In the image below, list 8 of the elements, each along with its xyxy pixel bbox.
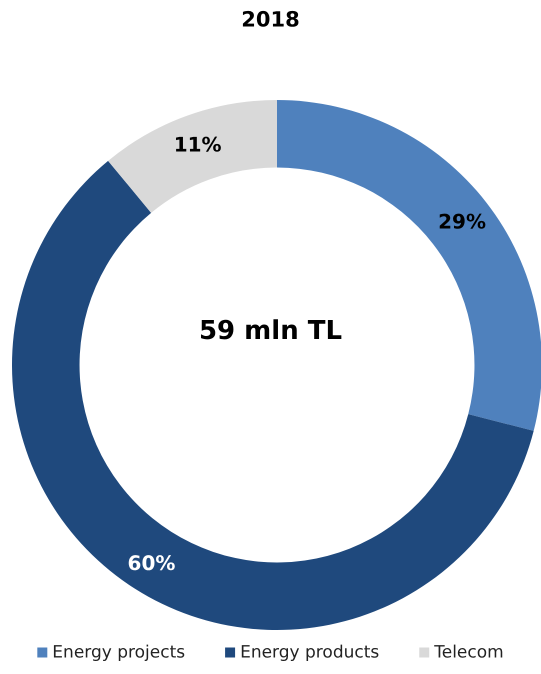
data-label: 11% (174, 132, 222, 157)
legend-label: Energy projects (52, 642, 186, 662)
data-label: 60% (128, 550, 176, 575)
legend-label: Energy products (240, 642, 380, 662)
chart-title: 2018 (241, 8, 300, 32)
text: 59 mln TL (198, 316, 342, 346)
legend-label: Telecom (433, 642, 504, 662)
data-label: 29% (438, 209, 486, 234)
